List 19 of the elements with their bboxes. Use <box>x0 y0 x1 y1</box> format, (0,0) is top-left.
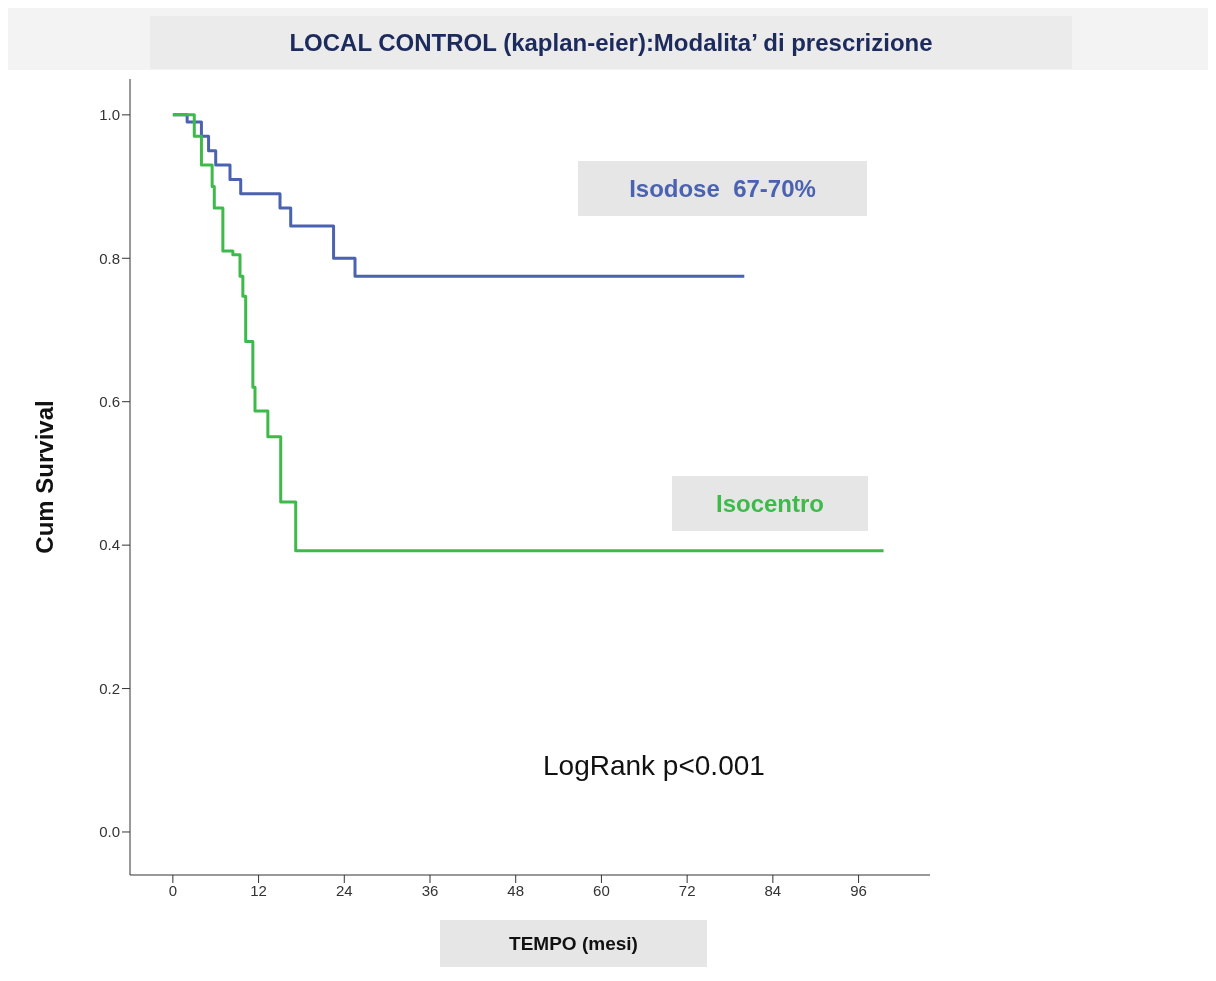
x-tick-label: 48 <box>507 881 525 899</box>
y-tick-label: 0.8 <box>99 249 120 267</box>
x-axis-title: TEMPO (mesi) <box>440 920 707 967</box>
x-tick-label: 0 <box>168 881 178 899</box>
x-tick-label: 96 <box>850 881 867 899</box>
annotation: LogRank p<0.001 <box>543 750 765 782</box>
y-tick-label: 0.4 <box>99 536 120 554</box>
y-tick-label: 0.2 <box>99 679 120 697</box>
chart-title: LOCAL CONTROL (kaplan-eier):Modalita’ di prescrizione <box>150 16 1072 69</box>
x-tick-label: 60 <box>593 881 610 899</box>
x-tick-label: 12 <box>250 881 267 899</box>
y-axis-title: Cum Survival <box>30 400 58 554</box>
x-tick-label: 36 <box>421 881 439 899</box>
y-tick-label: 0.6 <box>99 393 120 411</box>
x-tick-label: 84 <box>764 881 782 899</box>
y-tick-label: 1.0 <box>99 106 120 124</box>
x-tick-label: 72 <box>678 881 696 899</box>
y-tick-label: 0.0 <box>99 823 120 841</box>
x-tick-label: 24 <box>335 881 353 899</box>
